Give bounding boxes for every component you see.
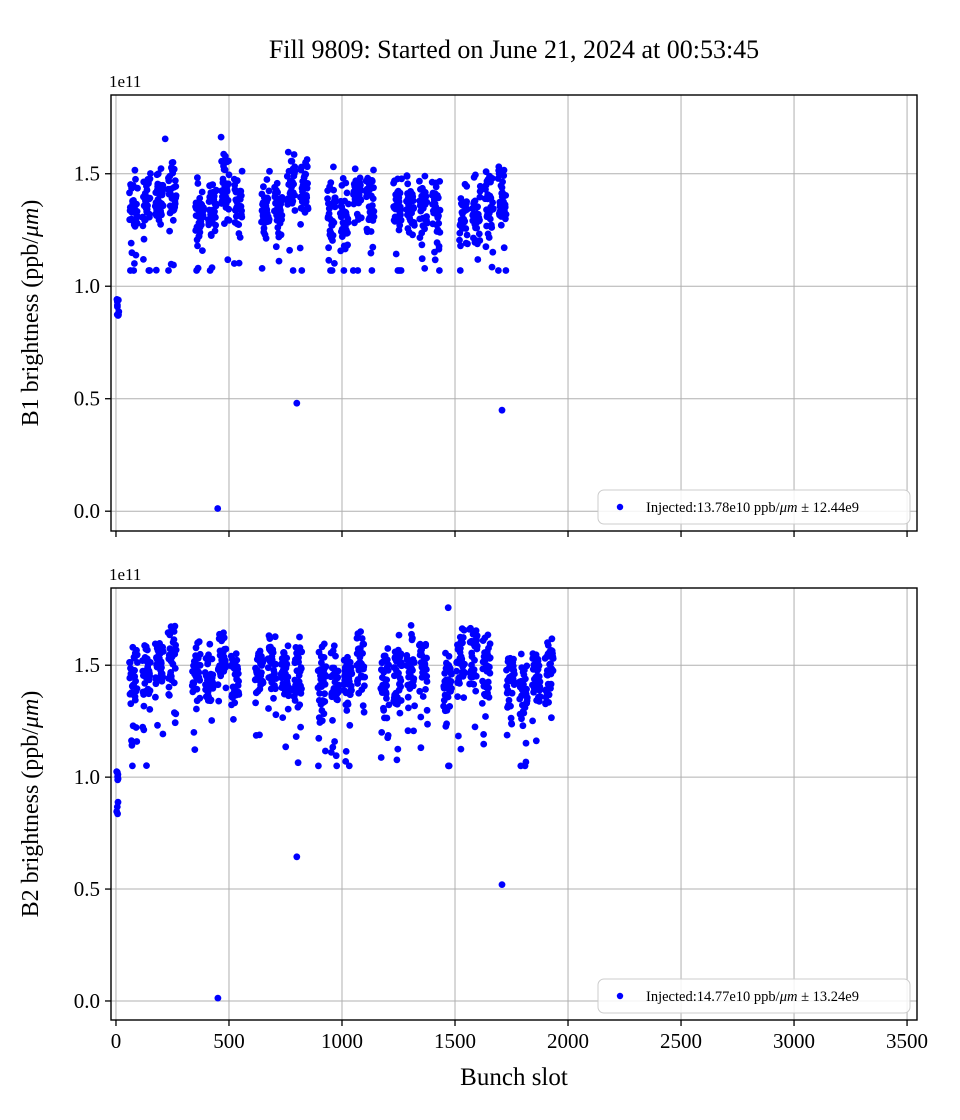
axis-ticks: [105, 664, 908, 1026]
x-axis-label: Bunch slot: [460, 1064, 568, 1091]
x-tick-label: 500: [213, 1029, 245, 1053]
y-axis-offset-label: 1e11: [109, 565, 141, 584]
y-tick-label: 1.0: [74, 274, 100, 298]
y-tick-label: 1.5: [74, 162, 100, 186]
legend-marker-icon: [616, 992, 624, 1000]
y-axis-offset-label: 1e11: [109, 72, 141, 91]
y-tick-label: 0.5: [74, 877, 100, 901]
axes-spines: [110, 587, 918, 1021]
x-tick-label: 1500: [434, 1029, 476, 1053]
legend-label: Injected:13.78e10 ppb/μm ± 12.44e9: [646, 500, 859, 516]
legend: Injected:13.78e10 ppb/μm ± 12.44e9: [597, 489, 911, 525]
y-tick-label: 1.5: [74, 653, 100, 677]
y-axis-label: B1 brightness (ppb/μm): [18, 200, 44, 427]
legend-marker-icon: [616, 503, 624, 511]
y-tick-label: 0.0: [74, 989, 100, 1013]
y-axis-label: B2 brightness (ppb/μm): [18, 691, 44, 918]
axes-spines: [110, 94, 918, 532]
x-tick-label: 2000: [547, 1029, 589, 1053]
y-tick-label: 0.5: [74, 387, 100, 411]
legend-label: Injected:14.77e10 ppb/μm ± 13.24e9: [646, 989, 859, 1005]
legend: Injected:14.77e10 ppb/μm ± 13.24e9: [597, 978, 911, 1014]
x-tick-label: 3000: [773, 1029, 815, 1053]
subplot-b2: 0 500 1000 1500 2000 2500 3000 3500 0.0 0.5 1.0 1.5…: [18, 565, 928, 1053]
x-tick-label: 0: [111, 1029, 122, 1053]
B1-brightness-scatter-points: [113, 133, 510, 512]
y-tick-label: 1.0: [74, 765, 100, 789]
x-tick-label: 3500: [886, 1029, 928, 1053]
y-tick-label: 0.0: [74, 499, 100, 523]
subplot-b1: 0.0 0.5 1.0 1.5 1e11 B1 brightness (ppb/μm) In…: [18, 72, 918, 537]
B2-brightness-scatter-points: [113, 604, 557, 1002]
x-tick-label: 2500: [660, 1029, 702, 1053]
axis-ticks: [105, 173, 908, 537]
grid: [111, 95, 917, 531]
x-tick-label: 1000: [321, 1029, 363, 1053]
figure-title: Fill 9809: Started on June 21, 2024 at 0…: [269, 35, 759, 64]
